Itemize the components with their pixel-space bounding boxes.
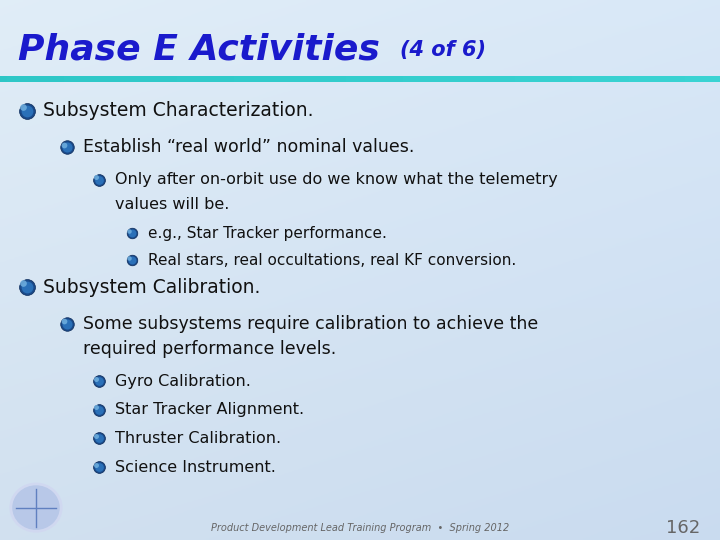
Point <box>61 320 73 328</box>
Point <box>91 431 102 440</box>
Point <box>94 377 105 386</box>
Point <box>94 377 105 386</box>
Text: required performance levels.: required performance levels. <box>83 340 336 358</box>
Point <box>91 460 102 469</box>
Text: Star Tracker Alignment.: Star Tracker Alignment. <box>115 402 305 417</box>
Point <box>126 256 138 265</box>
Point <box>91 374 102 383</box>
Point <box>94 176 105 184</box>
Text: Establish “real world” nominal values.: Establish “real world” nominal values. <box>83 138 414 157</box>
Text: Some subsystems require calibration to achieve the: Some subsystems require calibration to a… <box>83 315 538 333</box>
Text: Product Development Lead Training Program  •  Spring 2012: Product Development Lead Training Progra… <box>211 523 509 533</box>
Point <box>126 229 138 238</box>
Point <box>22 106 33 115</box>
Point <box>22 283 33 292</box>
Point <box>94 406 105 414</box>
Text: Phase E Activities: Phase E Activities <box>18 33 380 66</box>
Point <box>22 283 33 292</box>
Point <box>17 279 29 288</box>
Point <box>91 173 102 181</box>
Point <box>94 463 105 471</box>
Point <box>126 256 138 265</box>
Point <box>61 320 73 328</box>
Text: 162: 162 <box>665 519 700 537</box>
Text: Subsystem Calibration.: Subsystem Calibration. <box>43 278 261 297</box>
Point <box>61 143 73 152</box>
Text: Gyro Calibration.: Gyro Calibration. <box>115 374 251 389</box>
Point <box>58 140 70 149</box>
Text: values will be.: values will be. <box>115 197 230 212</box>
Point <box>126 229 138 238</box>
Text: Science Instrument.: Science Instrument. <box>115 460 276 475</box>
Point <box>123 253 135 262</box>
Point <box>94 176 105 184</box>
Point <box>22 106 33 115</box>
Point <box>58 317 70 326</box>
Text: e.g., Star Tracker performance.: e.g., Star Tracker performance. <box>148 226 387 241</box>
Text: Thruster Calibration.: Thruster Calibration. <box>115 431 282 446</box>
Point <box>123 226 135 235</box>
Point <box>91 403 102 411</box>
Text: Real stars, real occultations, real KF conversion.: Real stars, real occultations, real KF c… <box>148 253 516 268</box>
Circle shape <box>13 486 59 529</box>
Circle shape <box>10 483 62 532</box>
Point <box>17 103 29 111</box>
Point <box>94 434 105 443</box>
Point <box>94 463 105 471</box>
Text: (4 of 6): (4 of 6) <box>400 39 485 60</box>
Point <box>94 406 105 414</box>
Text: Only after on-orbit use do we know what the telemetry: Only after on-orbit use do we know what … <box>115 172 558 187</box>
Text: Subsystem Characterization.: Subsystem Characterization. <box>43 101 314 120</box>
Point <box>94 434 105 443</box>
Point <box>61 143 73 152</box>
